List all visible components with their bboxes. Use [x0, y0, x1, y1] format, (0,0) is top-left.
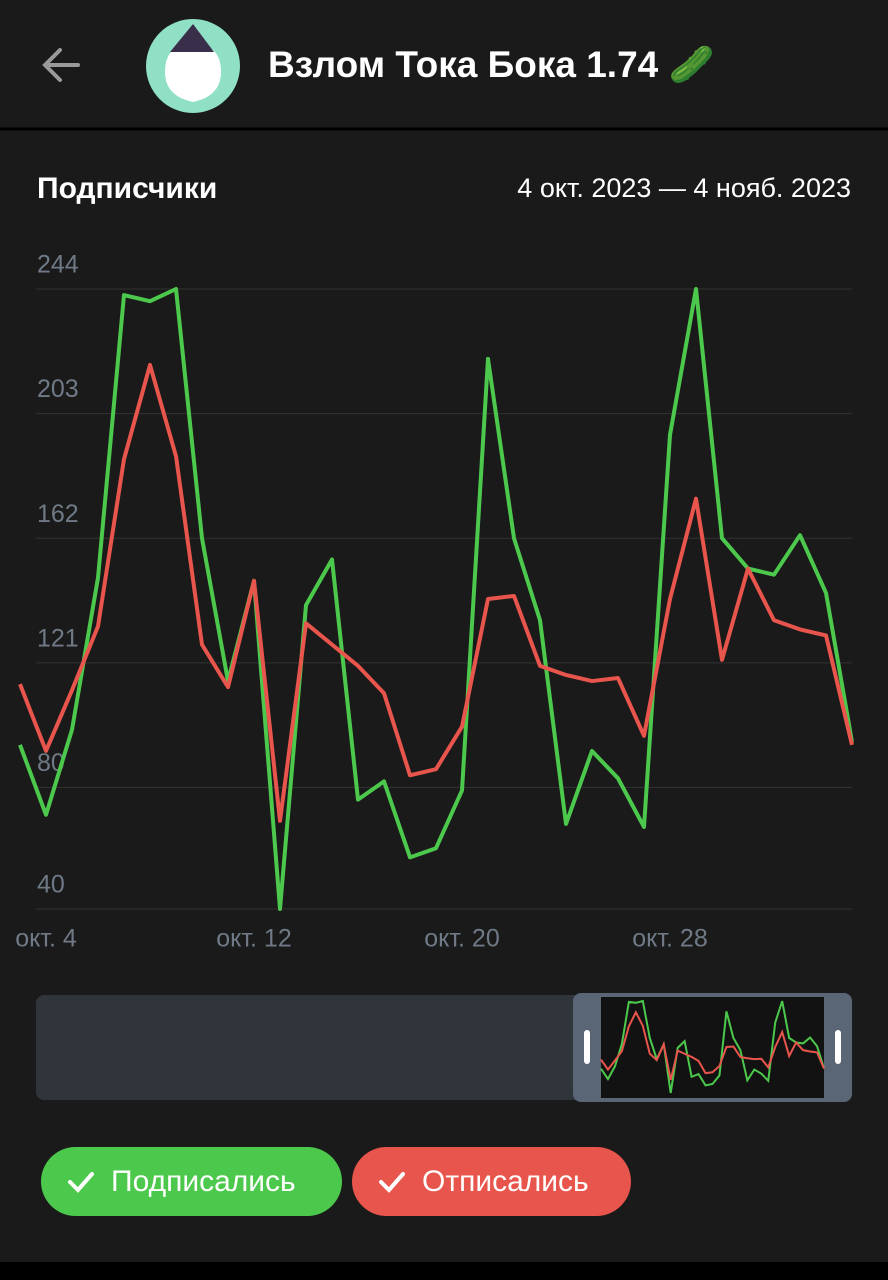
series-line	[18, 362, 854, 823]
y-tick-label: 40	[37, 871, 65, 899]
nav-bar	[0, 1262, 888, 1280]
chart-subtitle: 4 окт. 2023 — 4 нояб. 2023	[517, 173, 851, 203]
x-tick-label: окт. 28	[632, 925, 708, 953]
navigator-line	[600, 1010, 825, 1081]
legend-toggle[interactable]: Подписались	[41, 1147, 342, 1216]
legend-label: Отписались	[422, 1164, 589, 1198]
x-tick-label: окт. 12	[216, 925, 292, 953]
y-tick-label: 162	[37, 500, 79, 528]
y-tick-label: 203	[37, 375, 79, 403]
check-icon	[68, 1171, 94, 1193]
chart-title: Подписчики	[37, 172, 217, 205]
y-tick-label: 244	[37, 251, 79, 279]
avatar-hat	[170, 24, 214, 52]
y-tick-label: 121	[37, 624, 79, 652]
check	[68, 1171, 94, 1193]
series-line	[18, 287, 854, 911]
avatar-ghost	[165, 44, 221, 102]
x-tick-label: окт. 4	[15, 925, 77, 953]
check	[379, 1171, 405, 1193]
navigator-line	[600, 999, 825, 1094]
legend-label: Подписались	[111, 1164, 296, 1198]
navigator-handle[interactable]	[835, 1030, 841, 1064]
chat-title: Взлом Тока Бока 1.74 🥒	[268, 44, 715, 85]
x-tick-label: окт. 20	[424, 925, 500, 953]
legend-toggle[interactable]: Отписались	[352, 1147, 631, 1216]
back-button[interactable]	[42, 48, 80, 82]
check-icon	[379, 1171, 405, 1193]
navigator-handle[interactable]	[584, 1030, 590, 1064]
